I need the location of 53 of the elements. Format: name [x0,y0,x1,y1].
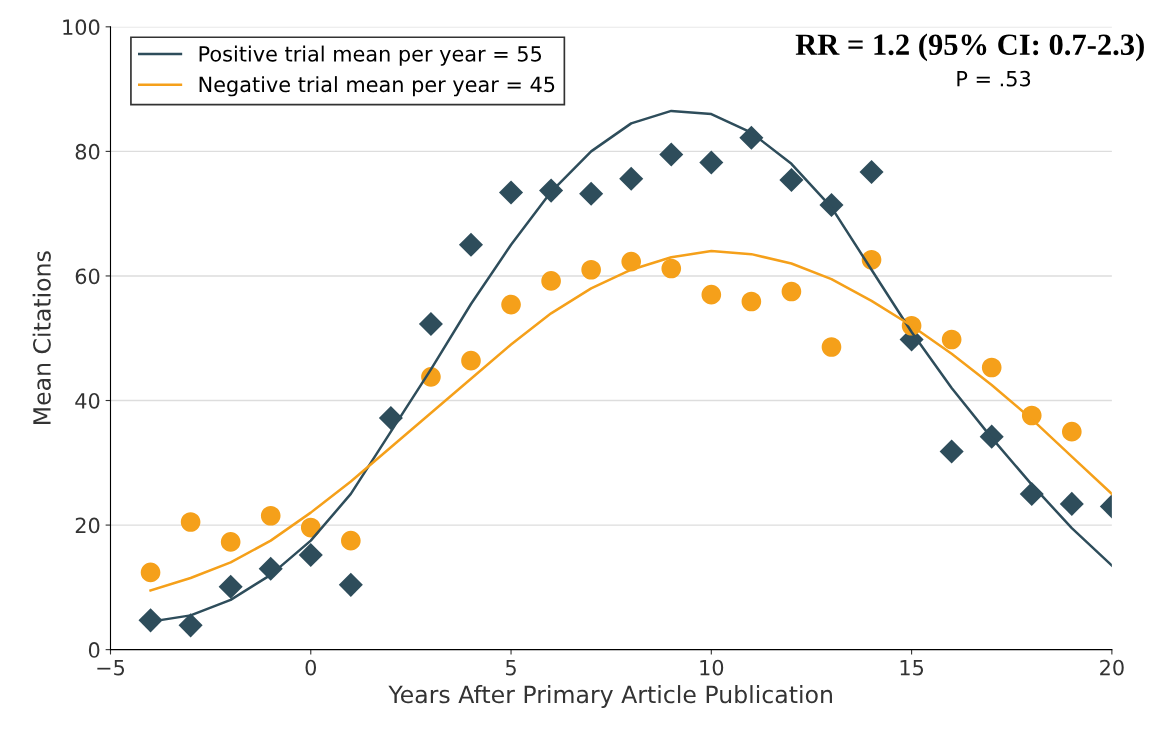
point [859,159,884,184]
point [1059,491,1084,516]
point [1061,421,1082,442]
x-tick-label: 20 [1100,659,1124,676]
point [338,572,363,597]
point [218,574,243,599]
point [300,517,321,538]
point [581,259,601,280]
point [378,405,403,430]
point [701,284,722,305]
x-axis-title: Years After Primary Article Publication [388,685,832,708]
point [418,311,443,336]
x-tick-label: 15 [900,660,924,676]
line-series [149,249,1112,592]
annotation: RR = 1.2 (95% CI: 0.7-2.3) [795,33,1144,62]
y-axis-title: Mean Citations [32,251,51,424]
point [140,562,161,583]
point [260,505,281,526]
point [779,168,804,193]
point [941,329,962,350]
point [781,281,802,302]
point [220,532,241,552]
annotation: P = .53 [957,70,1031,87]
point [661,258,682,279]
x-tick-label: 0 [305,659,317,676]
point [298,542,323,567]
point [981,357,1002,378]
point [458,232,484,257]
point [741,291,762,312]
legend-label: Positive trial mean per year = 55 [199,45,542,66]
point [499,180,524,205]
y-tick-label: 40 [75,392,100,409]
point [501,294,521,315]
point [541,271,561,291]
point [461,350,481,371]
legend-label: Negative trial mean per year = 45 [199,76,555,97]
point [579,181,604,206]
point [178,613,203,638]
x-tick-label: 5 [506,660,516,676]
y-tick-label: 60 [75,268,100,285]
y-tick-label: 100 [63,19,100,36]
point [659,142,684,167]
point [699,150,724,175]
point [180,512,201,532]
point [821,337,842,357]
y-tick-label: 20 [75,517,100,534]
point [619,166,644,191]
y-tick-label: 80 [75,143,100,160]
point [341,530,361,551]
x-tick-label: 10 [700,659,724,676]
x-tick-label: −5 [97,660,125,676]
point [939,439,964,464]
y-tick-label: 0 [88,642,100,658]
